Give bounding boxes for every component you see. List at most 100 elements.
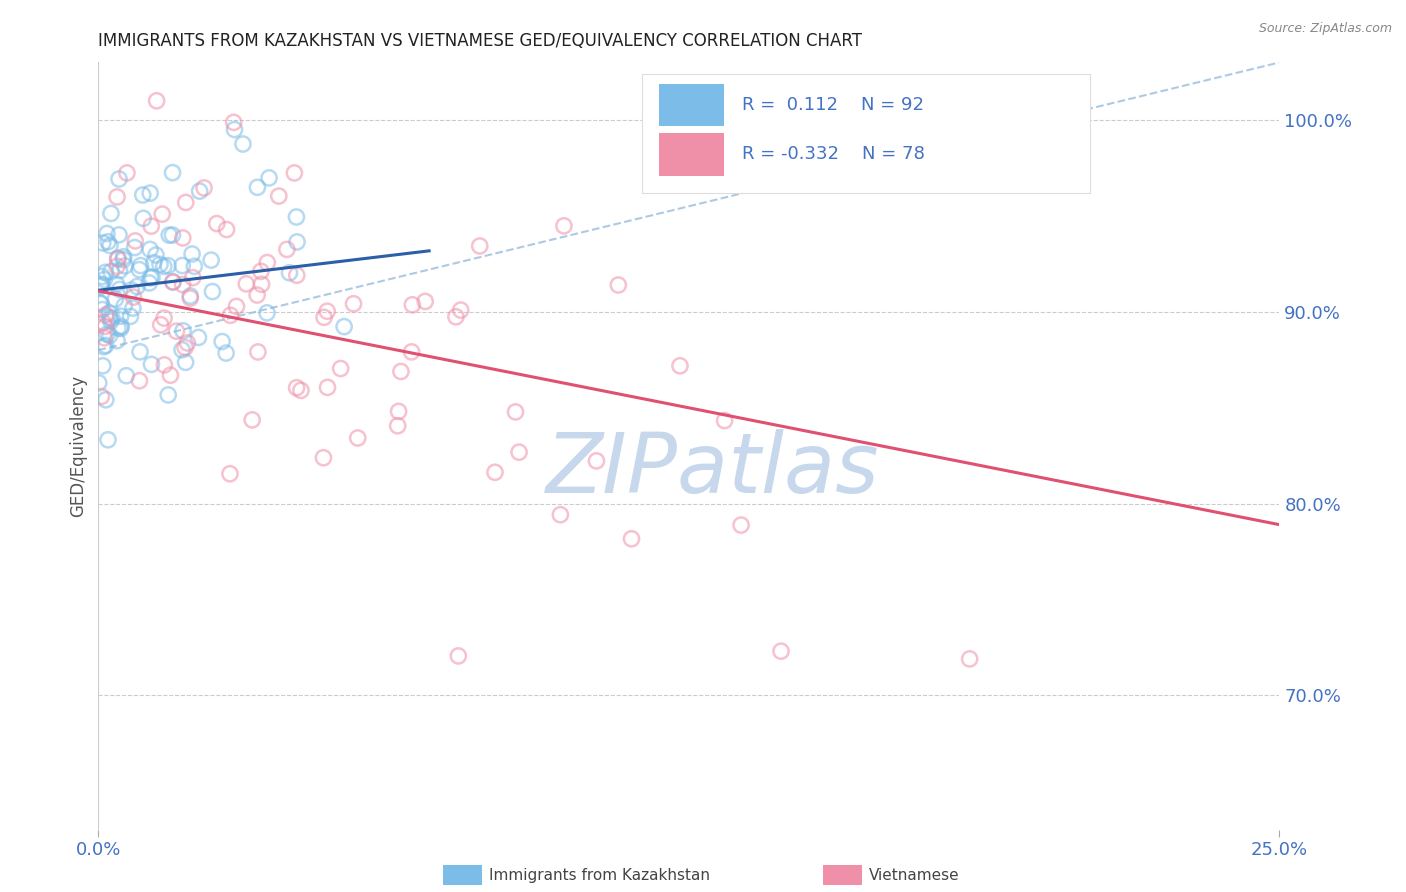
Point <box>90 277 112 292</box>
Point <box>484 465 506 479</box>
Point <box>105 190 128 204</box>
FancyBboxPatch shape <box>659 84 724 126</box>
Point <box>620 532 643 546</box>
Point <box>94 308 117 322</box>
Point <box>139 186 162 200</box>
Point <box>172 231 194 245</box>
Point <box>607 278 630 293</box>
Point <box>225 300 247 314</box>
Point <box>250 277 273 292</box>
Text: R = -0.332    N = 78: R = -0.332 N = 78 <box>742 145 925 163</box>
Text: Vietnamese: Vietnamese <box>869 868 959 882</box>
Point <box>100 206 122 220</box>
Point <box>139 270 162 285</box>
Point <box>174 341 197 355</box>
Point <box>90 389 112 403</box>
Point <box>183 260 205 274</box>
Point <box>444 310 467 324</box>
Point <box>100 264 122 278</box>
Point <box>91 269 114 284</box>
Point <box>129 259 152 273</box>
Point <box>235 277 257 291</box>
Point <box>153 311 176 326</box>
Point <box>165 324 187 338</box>
Point <box>152 260 174 274</box>
Point <box>107 252 129 267</box>
Point <box>179 291 201 305</box>
Point <box>232 136 254 151</box>
Point <box>316 304 339 318</box>
Point <box>105 334 128 348</box>
Point <box>174 355 197 369</box>
Point <box>91 302 114 317</box>
Point <box>246 345 269 359</box>
Point <box>93 340 115 354</box>
Point <box>89 296 111 310</box>
Point <box>450 303 472 318</box>
Text: IMMIGRANTS FROM KAZAKHSTAN VS VIETNAMESE GED/EQUIVALENCY CORRELATION CHART: IMMIGRANTS FROM KAZAKHSTAN VS VIETNAMESE… <box>98 32 862 50</box>
Point <box>90 296 112 310</box>
Point <box>179 289 201 303</box>
Point <box>157 388 180 402</box>
Point <box>176 335 198 350</box>
Point <box>290 384 312 398</box>
FancyBboxPatch shape <box>659 134 724 176</box>
Text: Immigrants from Kazakhstan: Immigrants from Kazakhstan <box>489 868 710 882</box>
Point <box>114 259 136 273</box>
Point <box>201 285 224 299</box>
Point <box>285 381 308 395</box>
Point <box>257 170 280 185</box>
Point <box>100 314 122 328</box>
Text: Source: ZipAtlas.com: Source: ZipAtlas.com <box>1258 22 1392 36</box>
Point <box>127 279 149 293</box>
Point <box>187 330 209 344</box>
Y-axis label: GED/Equivalency: GED/Equivalency <box>69 375 87 517</box>
Point <box>553 219 575 233</box>
Point <box>94 392 117 407</box>
Point <box>172 324 194 338</box>
Point <box>122 301 145 315</box>
Point <box>105 277 128 291</box>
Point <box>120 283 142 297</box>
Point <box>219 467 242 481</box>
Point <box>93 272 115 286</box>
Point <box>110 321 132 335</box>
Point <box>91 235 114 250</box>
Point <box>141 270 163 285</box>
Point <box>112 299 135 313</box>
Point <box>505 405 527 419</box>
Point <box>342 297 364 311</box>
Point <box>447 648 470 663</box>
Point <box>142 255 165 269</box>
Point <box>329 361 352 376</box>
Point <box>98 328 121 343</box>
Point <box>211 334 233 349</box>
Point <box>250 264 273 278</box>
Point <box>389 364 412 378</box>
Point <box>97 235 120 249</box>
Point <box>256 255 278 269</box>
Point <box>276 243 298 257</box>
Point <box>256 306 278 320</box>
Point <box>96 327 118 342</box>
Point <box>387 418 409 433</box>
Point <box>139 243 162 257</box>
Point <box>240 413 263 427</box>
Point <box>224 122 246 136</box>
Point <box>346 431 368 445</box>
Point <box>149 257 172 271</box>
Point <box>89 279 111 293</box>
Point <box>101 311 124 326</box>
Point <box>215 222 238 236</box>
Point <box>246 288 269 302</box>
Point <box>205 217 228 231</box>
Point <box>959 652 981 666</box>
Point <box>110 319 132 334</box>
Point <box>388 404 411 418</box>
Point <box>285 268 308 283</box>
Point <box>98 238 121 252</box>
Point <box>112 250 135 264</box>
Point <box>107 321 129 335</box>
Point <box>108 227 131 242</box>
Point <box>110 310 132 324</box>
